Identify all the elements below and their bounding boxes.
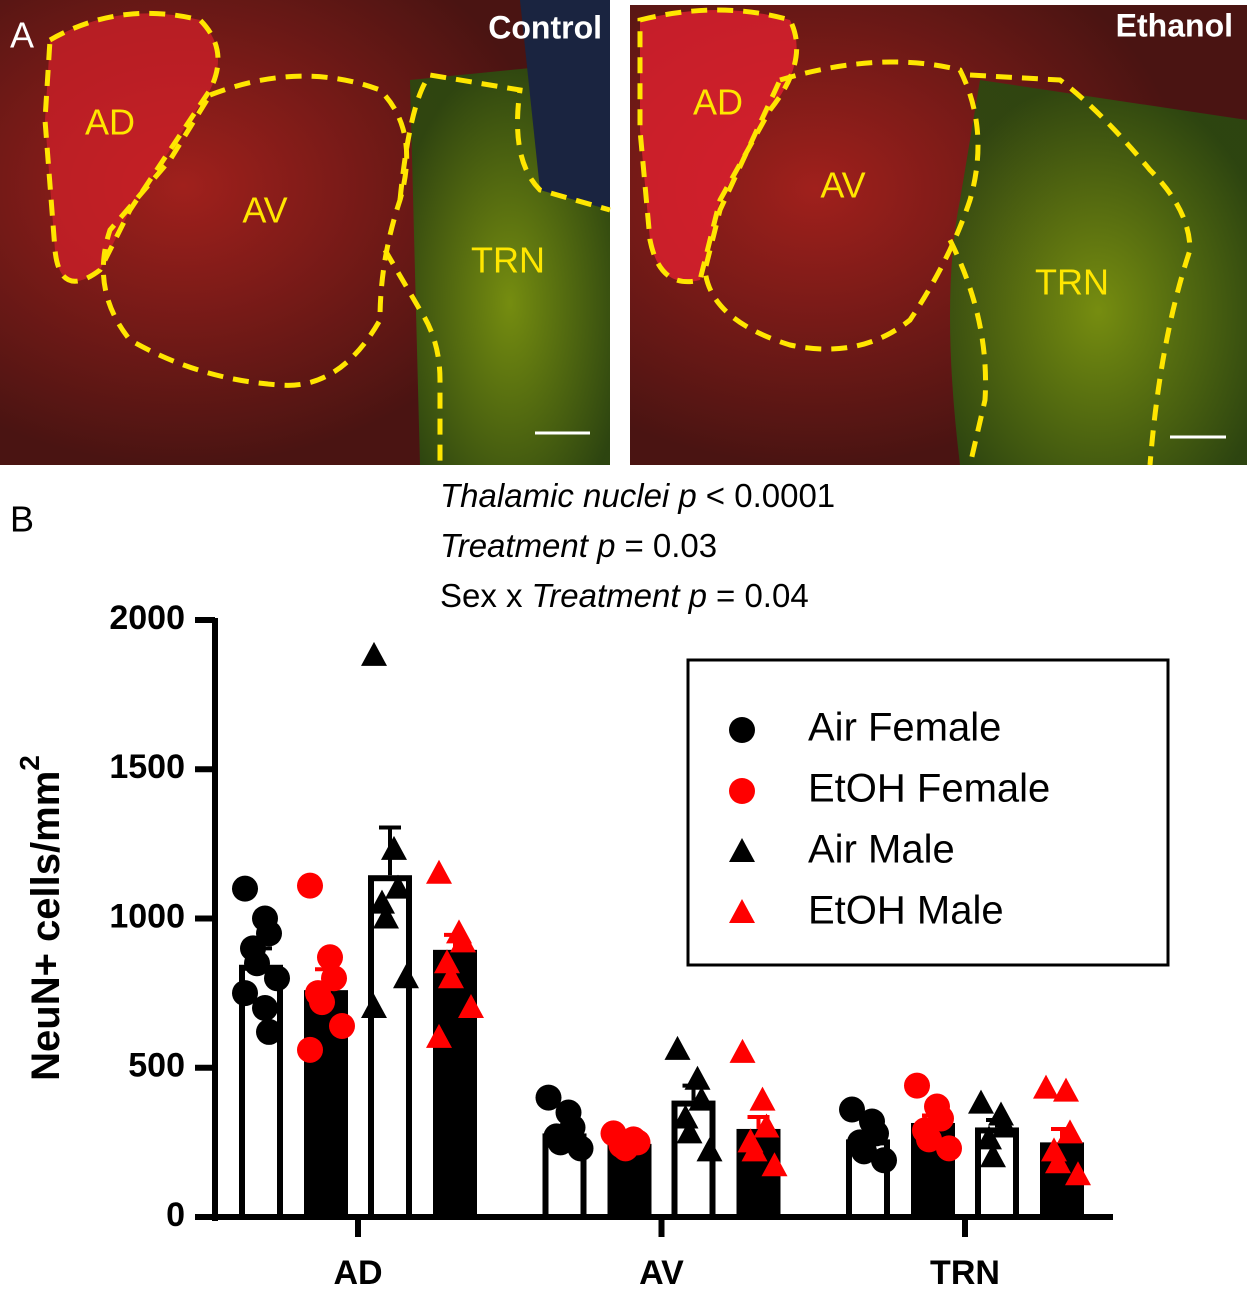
y-label-sup: 2 bbox=[14, 755, 45, 771]
point bbox=[664, 1035, 691, 1060]
point bbox=[244, 950, 270, 977]
stat-line: Treatment p = 0.03 bbox=[440, 527, 717, 564]
point bbox=[361, 641, 387, 666]
y-tick-label: 500 bbox=[128, 1047, 185, 1085]
panel-label: B bbox=[10, 499, 34, 540]
image-title: Ethanol bbox=[1116, 7, 1233, 43]
stat-text: = 0.03 bbox=[624, 527, 717, 564]
bar bbox=[433, 949, 477, 1217]
point bbox=[976, 1125, 1002, 1150]
stat-text: Sex x bbox=[440, 577, 523, 614]
point bbox=[426, 1023, 452, 1048]
y-label-text: NeuN+ cells/mm bbox=[24, 771, 68, 1081]
legend-label: Air Male bbox=[808, 828, 955, 872]
legend-label: EtOH Male bbox=[808, 889, 1004, 933]
point bbox=[426, 859, 452, 884]
region-label: TRN bbox=[471, 240, 545, 281]
point bbox=[729, 899, 755, 923]
point bbox=[256, 1018, 282, 1045]
point bbox=[753, 1113, 780, 1138]
x-tick-label: AD bbox=[333, 1254, 382, 1290]
point bbox=[361, 994, 387, 1019]
y-tick-label: 1500 bbox=[109, 748, 185, 786]
point bbox=[684, 1065, 711, 1090]
point bbox=[1065, 1161, 1091, 1186]
point bbox=[297, 1036, 323, 1063]
region-label: AV bbox=[820, 165, 865, 206]
point bbox=[1053, 1077, 1079, 1102]
point bbox=[992, 1113, 1018, 1138]
point bbox=[232, 875, 258, 902]
point bbox=[904, 1072, 930, 1099]
x-tick-label: AV bbox=[639, 1254, 684, 1290]
y-tick-label: 0 bbox=[166, 1196, 185, 1234]
point bbox=[688, 1086, 715, 1111]
region-label: AD bbox=[693, 82, 743, 123]
point bbox=[729, 778, 755, 804]
legend-label: Air Female bbox=[808, 706, 1001, 750]
stat-text: Treatment p bbox=[532, 577, 707, 614]
point bbox=[729, 1038, 756, 1063]
x-tick-label: TRN bbox=[930, 1254, 1000, 1290]
stat-text: Treatment p bbox=[440, 527, 615, 564]
stat-line: Sex x Treatment p = 0.04 bbox=[440, 577, 809, 614]
y-tick-label: 2000 bbox=[109, 599, 185, 637]
image-control bbox=[0, 0, 611, 465]
stat-text: = 0.04 bbox=[716, 577, 809, 614]
point bbox=[547, 1129, 574, 1156]
point bbox=[381, 835, 407, 860]
stat-line: Thalamic nuclei p < 0.0001 bbox=[440, 477, 835, 514]
point bbox=[1057, 1119, 1083, 1144]
point bbox=[749, 1086, 776, 1111]
point bbox=[317, 944, 343, 971]
point bbox=[851, 1138, 877, 1165]
point bbox=[567, 1135, 594, 1162]
point bbox=[676, 1119, 703, 1144]
point bbox=[839, 1096, 865, 1123]
point bbox=[535, 1084, 562, 1111]
stat-text: Thalamic nuclei p bbox=[440, 477, 697, 514]
y-axis-label: NeuN+ cells/mm2 bbox=[14, 755, 67, 1081]
point bbox=[297, 872, 323, 899]
point bbox=[672, 1104, 699, 1129]
point bbox=[385, 874, 411, 899]
point bbox=[968, 1089, 994, 1114]
point bbox=[729, 838, 755, 862]
region-label: AD bbox=[85, 102, 135, 143]
legend-box bbox=[686, 658, 1170, 967]
point bbox=[458, 994, 484, 1019]
region-label: AV bbox=[242, 190, 287, 231]
point bbox=[1045, 1149, 1071, 1174]
point bbox=[1033, 1074, 1059, 1099]
y-tick-label: 1000 bbox=[109, 897, 185, 935]
point bbox=[393, 964, 419, 989]
point bbox=[696, 1137, 723, 1162]
point bbox=[438, 964, 464, 989]
legend-label: EtOH Female bbox=[808, 767, 1050, 811]
point bbox=[980, 1143, 1006, 1168]
point bbox=[729, 717, 755, 743]
point bbox=[936, 1135, 962, 1162]
point bbox=[916, 1126, 942, 1153]
point bbox=[741, 1137, 768, 1162]
panel-label: A bbox=[10, 15, 34, 56]
point bbox=[369, 889, 395, 914]
point bbox=[450, 928, 476, 953]
point bbox=[309, 989, 335, 1016]
point bbox=[232, 980, 258, 1007]
point bbox=[871, 1147, 897, 1174]
point bbox=[252, 995, 278, 1022]
point bbox=[612, 1135, 639, 1162]
bar bbox=[368, 875, 412, 1221]
point bbox=[264, 965, 290, 992]
region-label: TRN bbox=[1035, 262, 1109, 303]
image-title: Control bbox=[488, 9, 602, 45]
point bbox=[434, 949, 460, 974]
point bbox=[373, 904, 399, 929]
point bbox=[761, 1152, 788, 1177]
point bbox=[329, 1012, 355, 1039]
stat-text: < 0.0001 bbox=[706, 477, 835, 514]
image-ethanol bbox=[630, 5, 1247, 466]
